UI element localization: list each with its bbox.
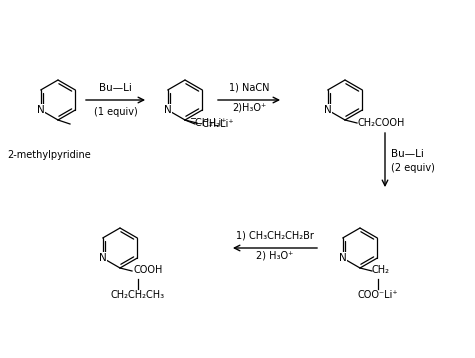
Text: N: N [339, 253, 347, 263]
Text: 2) H₃O⁺: 2) H₃O⁺ [256, 250, 294, 260]
Text: N: N [99, 253, 106, 263]
Text: 1) CH₃CH₂CH₂Br: 1) CH₃CH₂CH₂Br [236, 230, 314, 240]
Text: CH₂CH₂CH₃: CH₂CH₂CH₃ [111, 290, 165, 300]
Text: CH₂COOH: CH₂COOH [357, 118, 404, 128]
Text: (1 equiv): (1 equiv) [94, 107, 137, 117]
Text: N: N [37, 105, 45, 115]
Text: CH₂: CH₂ [372, 265, 390, 275]
Text: (2 equiv): (2 equiv) [391, 163, 435, 173]
Text: Bu—Li: Bu—Li [391, 149, 424, 159]
Text: N: N [164, 105, 171, 115]
Text: 2)H₃O⁺: 2)H₃O⁺ [232, 102, 266, 112]
Text: COOH: COOH [133, 265, 162, 275]
Text: N: N [324, 105, 332, 115]
Text: 1) NaCN: 1) NaCN [229, 82, 269, 92]
Text: COO⁻Li⁺: COO⁻Li⁺ [358, 290, 399, 300]
Text: 2-methylpyridine: 2-methylpyridine [7, 150, 91, 160]
Text: ̅CH₂Li⁺: ̅CH₂Li⁺ [196, 118, 228, 128]
Text: Bu—Li: Bu—Li [99, 83, 132, 93]
Text: −CH₂Li⁺: −CH₂Li⁺ [195, 119, 235, 129]
